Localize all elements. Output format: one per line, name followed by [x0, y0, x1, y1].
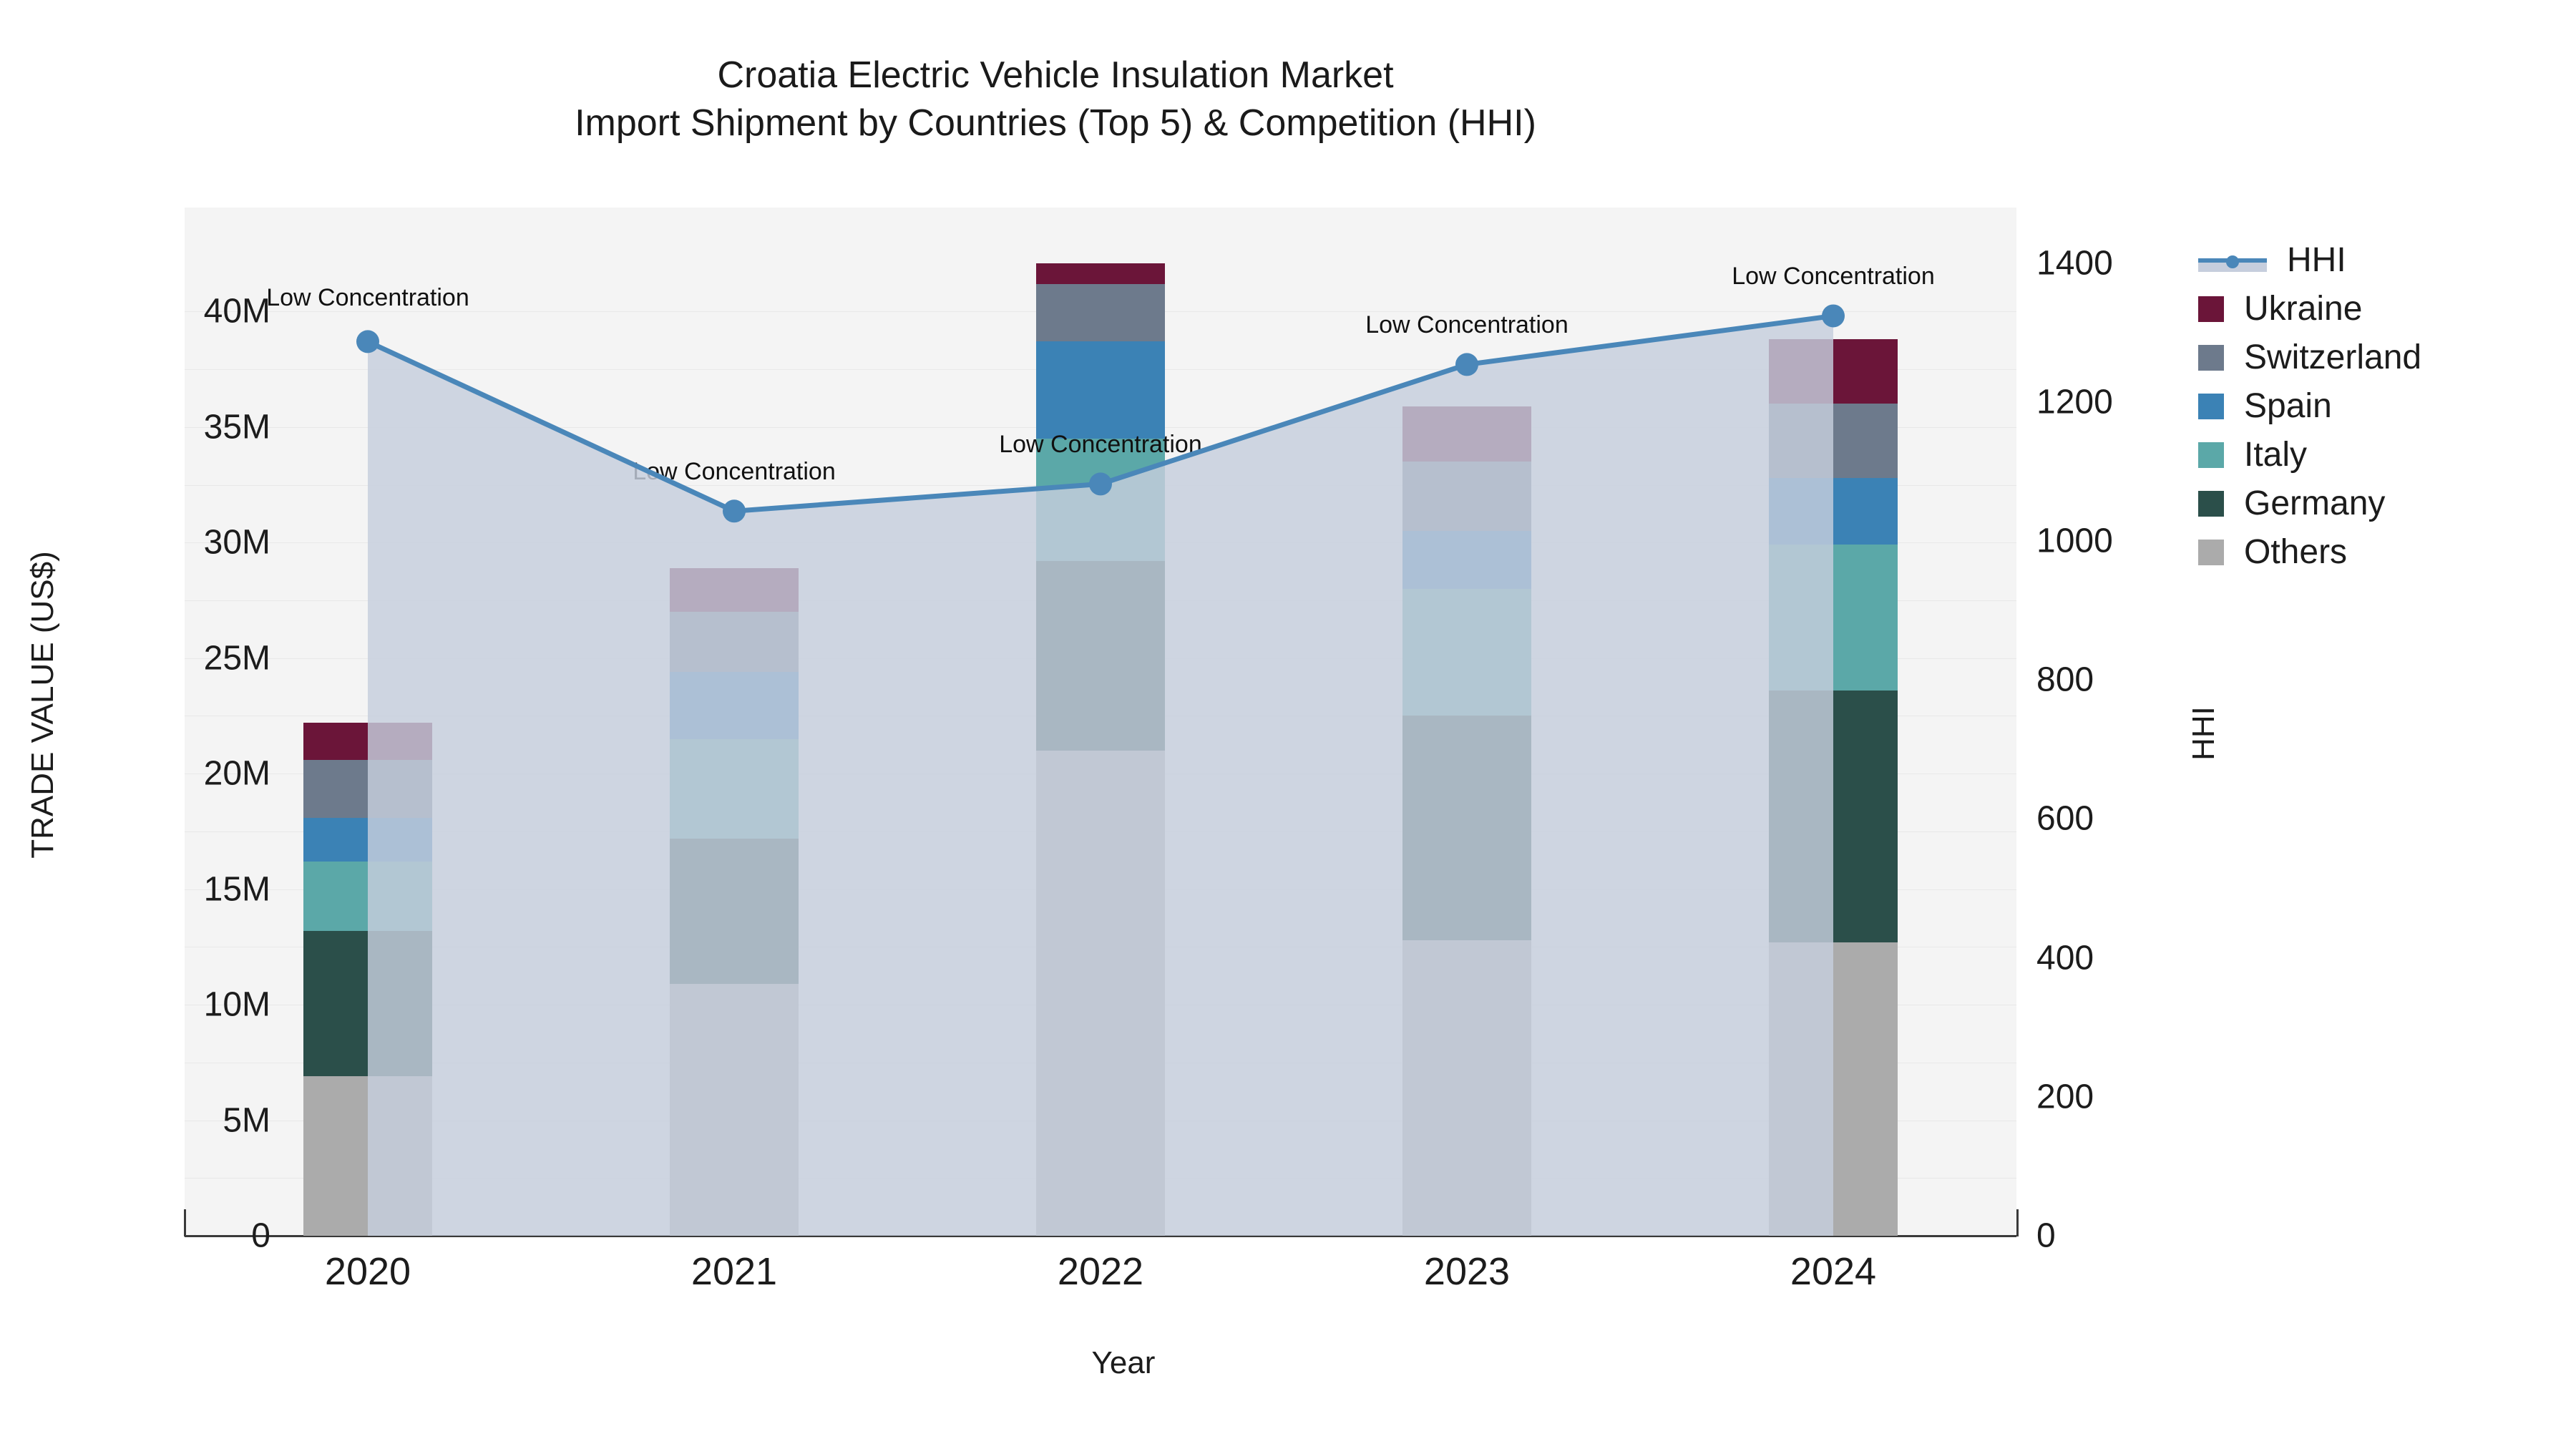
legend-item-label: Ukraine	[2244, 290, 2363, 328]
legend-item[interactable]: Spain	[2198, 382, 2570, 431]
bar-segment[interactable]	[1402, 462, 1531, 532]
bar-segment[interactable]	[303, 723, 432, 760]
bar-segment[interactable]	[303, 861, 432, 931]
bar-segment[interactable]	[670, 567, 799, 613]
bar-segment[interactable]	[1769, 690, 1898, 942]
bar-segment[interactable]	[1769, 477, 1898, 545]
y-tick-label: 5M	[223, 1101, 270, 1140]
y-tick-label: 25M	[203, 639, 270, 678]
bar-segment[interactable]	[1402, 588, 1531, 716]
legend-item-label: Others	[2244, 533, 2348, 571]
x-tick-label: 2023	[1423, 1250, 1511, 1293]
y-tick-label: 35M	[203, 408, 270, 447]
bar-segment[interactable]	[1402, 940, 1531, 1236]
annotation-low-concentration: Low Concentration	[633, 458, 836, 486]
bar-segment[interactable]	[303, 1076, 432, 1236]
legend-color-swatch	[2198, 442, 2224, 468]
bar-segment[interactable]	[1769, 404, 1898, 478]
bar-segment[interactable]	[303, 759, 432, 818]
y2-tick-label: 600	[2036, 799, 2094, 838]
y2-axis-spine	[2016, 1209, 2019, 1236]
x-tick-label: 2022	[1057, 1250, 1144, 1293]
legend-item[interactable]: Italy	[2198, 431, 2570, 479]
legend-item-label: HHI	[2287, 241, 2346, 279]
legend-color-swatch	[2198, 540, 2224, 565]
y-tick-label: 10M	[203, 985, 270, 1024]
bar-segment[interactable]	[303, 930, 432, 1077]
y2-tick-label: 400	[2036, 939, 2094, 977]
y2-axis-label: HHI	[2186, 706, 2221, 761]
legend-item[interactable]: Switzerland	[2198, 333, 2570, 382]
bar-segment[interactable]	[670, 738, 799, 839]
bar-segment[interactable]	[670, 838, 799, 984]
x-tick-label: 2024	[1790, 1250, 1877, 1293]
x-axis-label: Year	[1091, 1345, 1156, 1380]
y-tick-label: 40M	[203, 292, 270, 331]
legend-item[interactable]: Others	[2198, 528, 2570, 577]
legend-color-swatch	[2198, 296, 2224, 322]
legend-item-label: Italy	[2244, 436, 2308, 474]
y2-tick-label: 200	[2036, 1078, 2094, 1116]
y-tick-label: 30M	[203, 523, 270, 562]
y-axis-label: TRADE VALUE (US$)	[25, 551, 60, 859]
bar-segment[interactable]	[670, 612, 799, 673]
y2-tick-label: 0	[2036, 1216, 2056, 1255]
y-tick-label: 15M	[203, 870, 270, 909]
bar-segment[interactable]	[670, 984, 799, 1236]
y-axis-spine	[184, 1209, 186, 1236]
bar-segment[interactable]	[1402, 531, 1531, 589]
annotation-low-concentration: Low Concentration	[999, 431, 1202, 459]
legend-item[interactable]: HHI	[2198, 236, 2570, 285]
legend-item-label: Switzerland	[2244, 338, 2422, 376]
bar-segment[interactable]	[670, 672, 799, 739]
legend-item-label: Spain	[2244, 387, 2332, 425]
legend-color-swatch	[2198, 394, 2224, 419]
bar-segment[interactable]	[1769, 339, 1898, 404]
bar-segment[interactable]	[1036, 561, 1165, 751]
legend-color-swatch	[2198, 345, 2224, 371]
bar-segment[interactable]	[1036, 283, 1165, 342]
annotation-low-concentration: Low Concentration	[1732, 263, 1935, 291]
legend-color-swatch	[2198, 491, 2224, 517]
annotation-low-concentration: Low Concentration	[266, 284, 469, 312]
x-axis-line	[185, 1235, 2016, 1237]
legend-item[interactable]: Ukraine	[2198, 285, 2570, 333]
y2-tick-label: 1200	[2036, 383, 2113, 421]
legend-item-label: Germany	[2244, 484, 2386, 522]
y-tick-label: 0	[251, 1216, 270, 1255]
bar-segment[interactable]	[1402, 716, 1531, 940]
y-tick-label: 20M	[203, 754, 270, 793]
x-tick-label: 2020	[324, 1250, 411, 1293]
legend: HHI Ukraine Switzerland Spain Italy Germany Ot…	[2198, 236, 2570, 577]
annotation-low-concentration: Low Concentration	[1365, 311, 1568, 339]
y2-tick-label: 800	[2036, 660, 2094, 699]
y2-tick-label: 1400	[2036, 244, 2113, 283]
bar-segment[interactable]	[1036, 750, 1165, 1236]
bar-segment[interactable]	[1036, 263, 1165, 284]
bar-segment[interactable]	[1036, 341, 1165, 439]
hhi-line-icon	[2198, 248, 2267, 273]
bar-segment[interactable]	[1402, 406, 1531, 462]
legend-item[interactable]: Germany	[2198, 479, 2570, 528]
bar-segment[interactable]	[1769, 942, 1898, 1236]
bar-segment[interactable]	[303, 817, 432, 862]
y2-tick-label: 1000	[2036, 522, 2113, 560]
chart-title: Croatia Electric Vehicle Insulation Mark…	[575, 54, 1536, 144]
bar-segment[interactable]	[1769, 545, 1898, 691]
x-tick-label: 2021	[691, 1250, 778, 1293]
